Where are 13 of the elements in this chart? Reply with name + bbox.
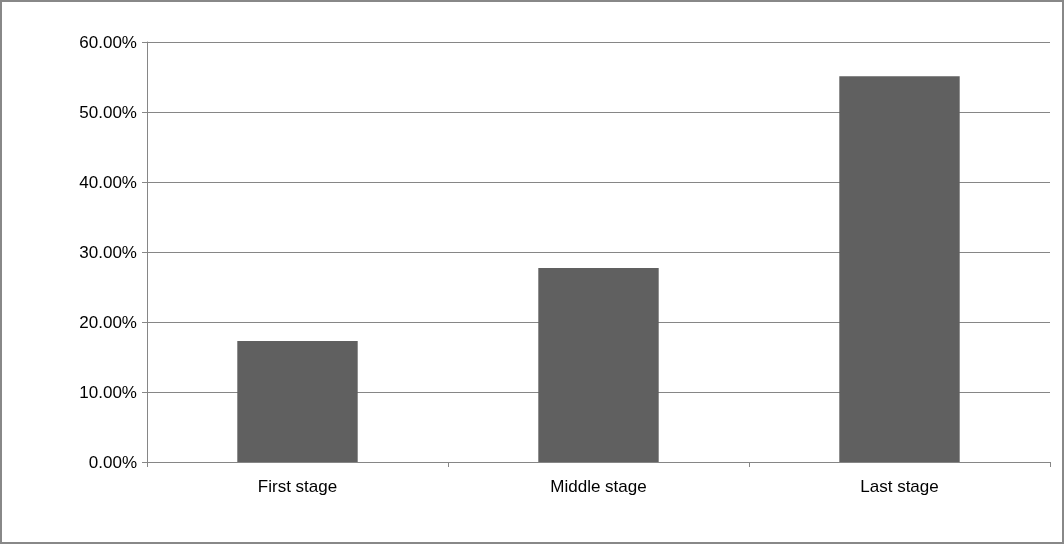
x-tick-label: Last stage [860, 477, 939, 496]
y-tick-label: 10.00% [79, 382, 137, 402]
y-tick-label: 0.00% [88, 452, 137, 472]
y-tick-label: 40.00% [79, 172, 137, 192]
y-tick-label: 20.00% [79, 312, 137, 332]
bar [839, 76, 960, 462]
y-tick-label: 30.00% [79, 242, 137, 262]
bar [237, 340, 358, 462]
y-tick-label: 60.00% [79, 32, 137, 52]
bar [538, 268, 659, 462]
x-tick-label: First stage [257, 477, 338, 496]
y-tick-label: 50.00% [79, 102, 137, 122]
x-tick-label: Middle stage [550, 477, 647, 496]
